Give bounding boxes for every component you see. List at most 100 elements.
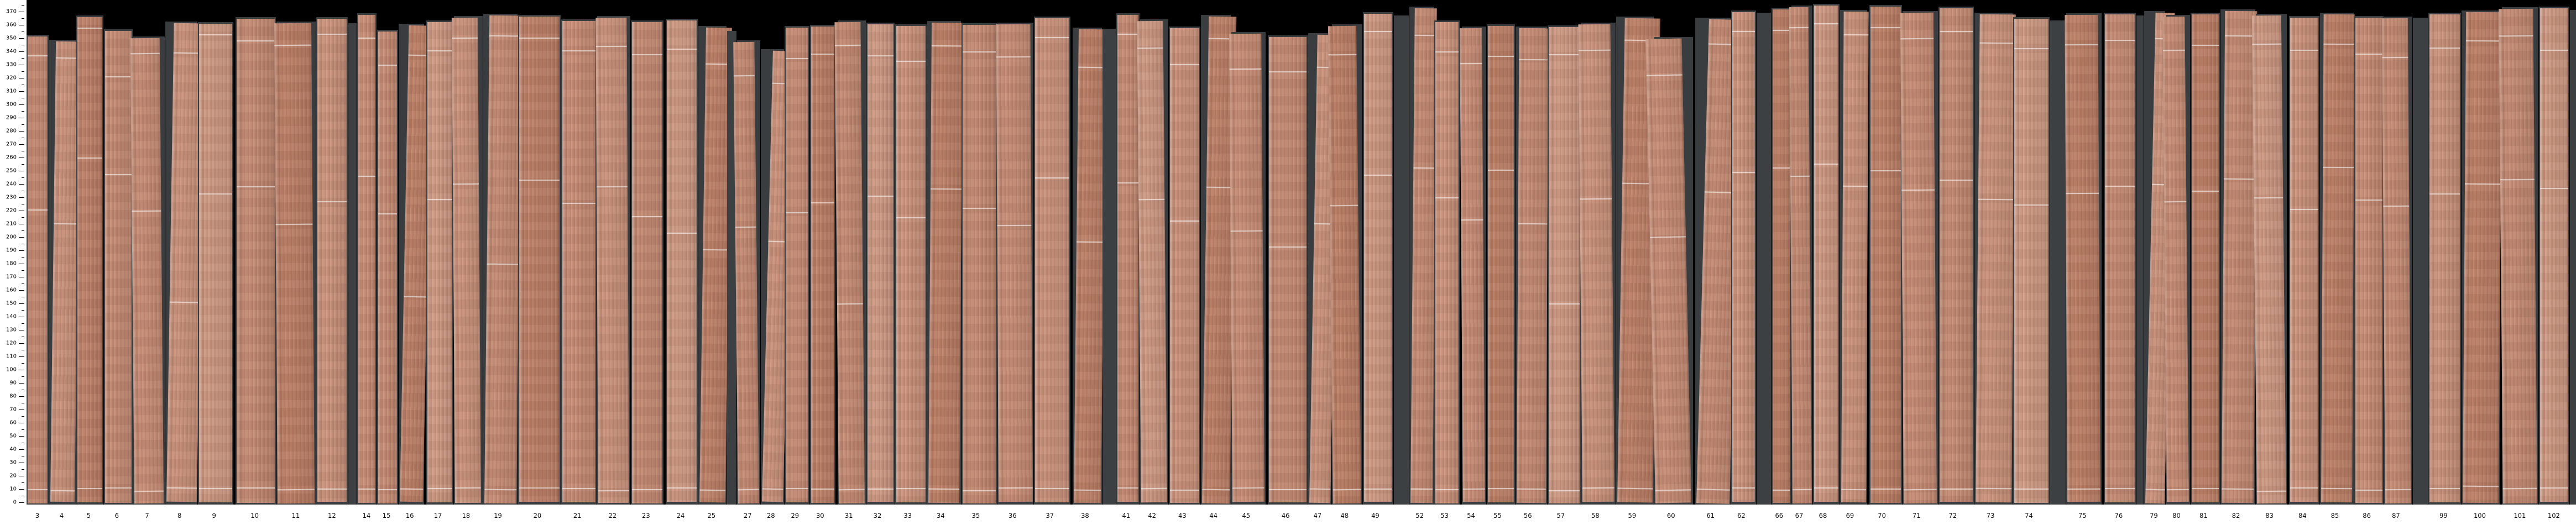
board-76 — [2103, 12, 2136, 505]
board-4 — [49, 40, 81, 505]
x-label-4: 4 — [59, 511, 64, 519]
chalk-mark — [735, 226, 756, 228]
chalk-mark — [962, 208, 996, 209]
y-tick-label: 370 — [6, 8, 17, 15]
board-37 — [1034, 17, 1071, 505]
board-photo-20 — [519, 16, 560, 502]
chalk-mark — [1772, 167, 1790, 169]
board-photo-10 — [237, 19, 275, 503]
y-minor-tick — [22, 164, 24, 165]
missing-board-gap — [2570, 10, 2576, 505]
y-tick-label: 50 — [9, 433, 17, 439]
board-21 — [561, 19, 597, 505]
x-label-66: 66 — [1775, 511, 1784, 519]
board-80 — [2162, 14, 2191, 505]
x-label-14: 14 — [362, 511, 371, 519]
x-label-81: 81 — [2199, 511, 2208, 519]
board-photo-41 — [1117, 15, 1139, 502]
chalk-mark — [28, 55, 48, 57]
chalk-mark — [2540, 487, 2569, 489]
y-minor-tick — [22, 469, 24, 470]
board-70 — [1869, 5, 1902, 505]
x-label-76: 76 — [2114, 511, 2123, 519]
chalk-mark — [358, 489, 375, 490]
chalk-mark — [453, 183, 479, 185]
board-47 — [1308, 33, 1339, 505]
board-photo-18 — [452, 17, 482, 503]
board-photo-42 — [1137, 20, 1168, 503]
board-photo-35 — [962, 24, 996, 503]
board-58 — [1578, 23, 1616, 505]
chalk-mark — [1790, 176, 1810, 177]
x-label-45: 45 — [1242, 511, 1251, 519]
board-photo-102 — [2540, 8, 2569, 502]
chalk-mark — [2355, 199, 2382, 201]
chalk-mark — [786, 488, 809, 489]
chalk-mark — [275, 223, 313, 225]
board-8 — [165, 21, 204, 505]
board-23 — [631, 20, 663, 505]
chalk-mark — [1462, 489, 1485, 490]
chalk-mark — [277, 489, 315, 491]
x-label-60: 60 — [1666, 511, 1675, 519]
chalk-mark — [1141, 487, 1168, 490]
board-5 — [76, 15, 104, 505]
chalk-mark — [54, 223, 79, 225]
chalk-mark — [2382, 56, 2408, 58]
board-71 — [1900, 11, 1938, 505]
chalk-mark — [1939, 489, 1973, 490]
board-photo-22 — [595, 17, 630, 503]
board-photo-101 — [2499, 8, 2538, 504]
chalk-mark — [811, 202, 834, 203]
chalk-mark — [2065, 193, 2099, 195]
chalk-mark — [762, 488, 783, 490]
y-minor-tick — [22, 111, 24, 112]
chalk-mark — [2429, 193, 2460, 195]
chalk-mark — [1814, 487, 1838, 489]
chalk-mark — [2290, 209, 2319, 210]
chalk-mark — [378, 213, 398, 214]
board-102 — [2539, 7, 2570, 505]
chalk-mark — [1939, 31, 1973, 33]
x-label-42: 42 — [1148, 511, 1156, 519]
board-photo-86 — [2355, 17, 2382, 503]
board-9 — [198, 22, 234, 505]
missing-board-gap — [348, 23, 357, 505]
chalk-mark — [1363, 489, 1392, 490]
chalk-mark — [1117, 34, 1139, 35]
chalk-mark — [2014, 204, 2049, 206]
chalk-mark — [2503, 487, 2537, 489]
board-46 — [1268, 35, 1308, 505]
board-photo-81 — [2192, 14, 2219, 502]
y-tick-label: 210 — [6, 221, 17, 227]
chalk-mark — [484, 489, 517, 491]
chalk-mark — [811, 53, 834, 55]
chalk-mark — [2104, 39, 2135, 41]
chalk-mark — [1517, 488, 1546, 490]
board-photo-33 — [896, 26, 926, 502]
x-label-27: 27 — [743, 511, 752, 519]
chalk-mark — [237, 40, 275, 41]
y-tick-label: 360 — [6, 22, 17, 28]
chalk-mark — [1548, 303, 1580, 305]
y-minor-tick — [22, 416, 24, 417]
chalk-mark — [1269, 71, 1307, 73]
chalk-mark — [2145, 489, 2165, 491]
x-label-36: 36 — [1009, 511, 1017, 519]
chalk-mark — [834, 44, 861, 46]
x-label-58: 58 — [1591, 511, 1600, 519]
chalk-mark — [562, 203, 595, 204]
chalk-mark — [2429, 48, 2460, 49]
y-minor-tick — [22, 429, 24, 430]
missing-board-gap — [1757, 12, 1771, 505]
chalk-mark — [358, 175, 375, 177]
chalk-mark — [2222, 488, 2254, 490]
board-photo-99 — [2429, 14, 2460, 502]
board-6 — [104, 29, 133, 505]
board-42 — [1137, 19, 1169, 505]
chalk-mark — [1979, 42, 2016, 44]
board-15 — [377, 29, 399, 505]
chalk-mark — [595, 45, 627, 47]
y-tick-label: 190 — [6, 247, 17, 254]
